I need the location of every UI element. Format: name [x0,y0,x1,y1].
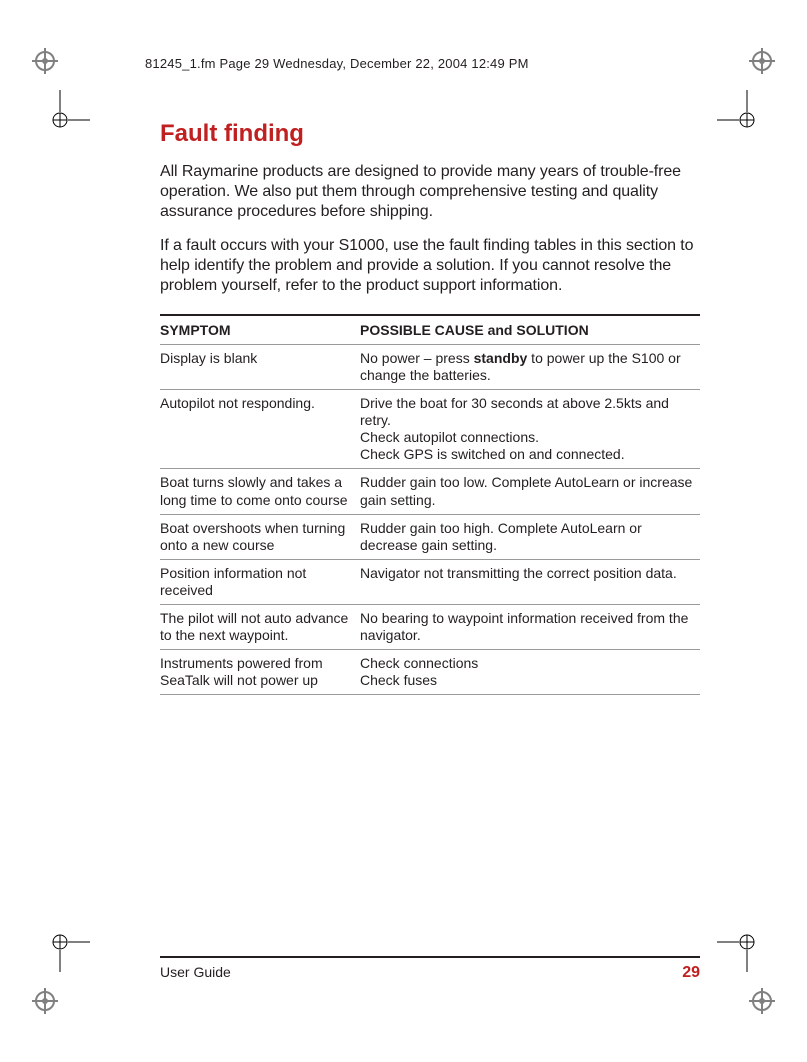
table-row: Boat turns slowly and takes a long time … [160,469,700,514]
cell-solution: Drive the boat for 30 seconds at above 2… [360,390,700,469]
cell-solution: Rudder gain too high. Complete AutoLearn… [360,514,700,559]
crop-mark-icon [30,90,90,150]
col-header-solution: POSSIBLE CAUSE and SOLUTION [360,315,700,345]
registration-mark-icon [32,48,58,74]
cell-solution: Check connections Check fuses [360,650,700,695]
table-row: Instruments powered from SeaTalk will no… [160,650,700,695]
table-row: Position information not received Naviga… [160,559,700,604]
cell-symptom: Instruments powered from SeaTalk will no… [160,650,360,695]
table-row: The pilot will not auto advance to the n… [160,604,700,649]
cell-symptom: Boat overshoots when turning onto a new … [160,514,360,559]
crop-mark-icon [717,912,777,972]
cell-solution: No power – press standby to power up the… [360,345,700,390]
header-meta-line: 81245_1.fm Page 29 Wednesday, December 2… [145,56,529,71]
intro-paragraph-1: All Raymarine products are designed to p… [160,162,700,222]
col-header-symptom: SYMPTOM [160,315,360,345]
crop-mark-icon [717,90,777,150]
cell-solution: Rudder gain too low. Complete AutoLearn … [360,469,700,514]
fault-table: SYMPTOM POSSIBLE CAUSE and SOLUTION Disp… [160,314,700,695]
cell-solution: No bearing to waypoint information recei… [360,604,700,649]
content-area: Fault finding All Raymarine products are… [160,120,700,695]
page: 81245_1.fm Page 29 Wednesday, December 2… [0,0,807,1062]
table-row: Boat overshoots when turning onto a new … [160,514,700,559]
registration-mark-icon [32,988,58,1014]
cell-symptom: Boat turns slowly and takes a long time … [160,469,360,514]
registration-mark-icon [749,48,775,74]
cell-symptom: Display is blank [160,345,360,390]
page-number: 29 [682,964,700,982]
section-title: Fault finding [160,120,700,148]
table-header-row: SYMPTOM POSSIBLE CAUSE and SOLUTION [160,315,700,345]
cell-symptom: The pilot will not auto advance to the n… [160,604,360,649]
table-row: Display is blank No power – press standb… [160,345,700,390]
cell-symptom: Autopilot not responding. [160,390,360,469]
page-footer: User Guide 29 [160,956,700,982]
intro-paragraph-2: If a fault occurs with your S1000, use t… [160,236,700,296]
footer-left: User Guide [160,964,231,980]
registration-mark-icon [749,988,775,1014]
cell-symptom: Position information not received [160,559,360,604]
table-row: Autopilot not responding. Drive the boat… [160,390,700,469]
crop-mark-icon [30,912,90,972]
cell-solution: Navigator not transmitting the correct p… [360,559,700,604]
